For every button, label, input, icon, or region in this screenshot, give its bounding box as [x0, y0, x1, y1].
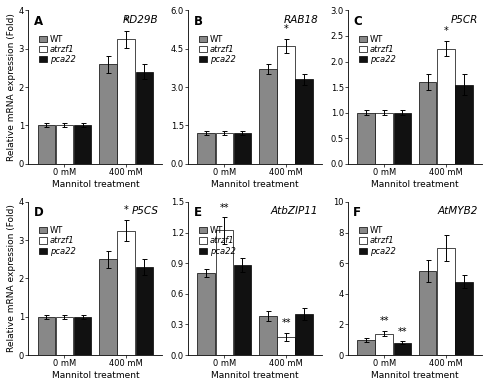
- Text: AtbZIP11: AtbZIP11: [270, 206, 318, 216]
- Text: **: **: [219, 202, 228, 212]
- Text: **: **: [379, 316, 388, 326]
- Bar: [375, 113, 392, 164]
- Bar: [375, 334, 392, 355]
- Text: C: C: [353, 15, 361, 28]
- Bar: [295, 314, 312, 355]
- Text: RAB18: RAB18: [283, 15, 318, 25]
- Bar: [74, 125, 91, 164]
- Bar: [117, 39, 135, 164]
- Text: P5CS: P5CS: [131, 206, 158, 216]
- X-axis label: Mannitol treatment: Mannitol treatment: [370, 371, 458, 380]
- Bar: [357, 340, 374, 355]
- Text: *: *: [123, 16, 128, 26]
- Bar: [393, 343, 410, 355]
- Text: B: B: [193, 15, 202, 28]
- Bar: [215, 133, 233, 164]
- Text: RD29B: RD29B: [122, 15, 158, 25]
- Bar: [56, 125, 73, 164]
- Y-axis label: Relative mRNA expression (Fold): Relative mRNA expression (Fold): [7, 13, 16, 161]
- Bar: [135, 267, 153, 355]
- Text: AtMYB2: AtMYB2: [437, 206, 477, 216]
- Text: *: *: [283, 24, 288, 34]
- Bar: [418, 82, 436, 164]
- Text: **: **: [397, 327, 406, 337]
- Bar: [436, 248, 454, 355]
- X-axis label: Mannitol treatment: Mannitol treatment: [370, 180, 458, 188]
- Text: **: **: [281, 318, 290, 328]
- X-axis label: Mannitol treatment: Mannitol treatment: [211, 180, 298, 188]
- Bar: [197, 133, 215, 164]
- Bar: [99, 64, 117, 164]
- X-axis label: Mannitol treatment: Mannitol treatment: [51, 180, 139, 188]
- Bar: [454, 282, 472, 355]
- Bar: [38, 317, 55, 355]
- Legend: WT, atrzf1, pca22: WT, atrzf1, pca22: [357, 224, 396, 257]
- Bar: [233, 265, 251, 355]
- Bar: [99, 259, 117, 355]
- Bar: [454, 84, 472, 164]
- Bar: [197, 273, 215, 355]
- Legend: WT, atrzf1, pca22: WT, atrzf1, pca22: [197, 224, 237, 257]
- Bar: [56, 317, 73, 355]
- Text: F: F: [353, 206, 361, 219]
- Legend: WT, atrzf1, pca22: WT, atrzf1, pca22: [357, 33, 396, 66]
- Bar: [259, 316, 276, 355]
- Bar: [233, 133, 251, 164]
- Text: P5CR: P5CR: [450, 15, 477, 25]
- Bar: [418, 271, 436, 355]
- Bar: [259, 69, 276, 164]
- Bar: [393, 113, 410, 164]
- Text: A: A: [34, 15, 42, 28]
- Bar: [357, 113, 374, 164]
- Legend: WT, atrzf1, pca22: WT, atrzf1, pca22: [38, 224, 77, 257]
- Bar: [436, 49, 454, 164]
- Bar: [74, 317, 91, 355]
- X-axis label: Mannitol treatment: Mannitol treatment: [51, 371, 139, 380]
- Legend: WT, atrzf1, pca22: WT, atrzf1, pca22: [38, 33, 77, 66]
- Legend: WT, atrzf1, pca22: WT, atrzf1, pca22: [197, 33, 237, 66]
- Text: *: *: [443, 26, 447, 36]
- Bar: [295, 79, 312, 164]
- X-axis label: Mannitol treatment: Mannitol treatment: [211, 371, 298, 380]
- Text: E: E: [193, 206, 201, 219]
- Y-axis label: Relative mRNA expression (Fold): Relative mRNA expression (Fold): [7, 205, 16, 353]
- Bar: [277, 337, 294, 355]
- Text: D: D: [34, 206, 43, 219]
- Bar: [38, 125, 55, 164]
- Text: *: *: [123, 205, 128, 215]
- Bar: [277, 46, 294, 164]
- Bar: [215, 231, 233, 355]
- Bar: [117, 231, 135, 355]
- Bar: [135, 72, 153, 164]
